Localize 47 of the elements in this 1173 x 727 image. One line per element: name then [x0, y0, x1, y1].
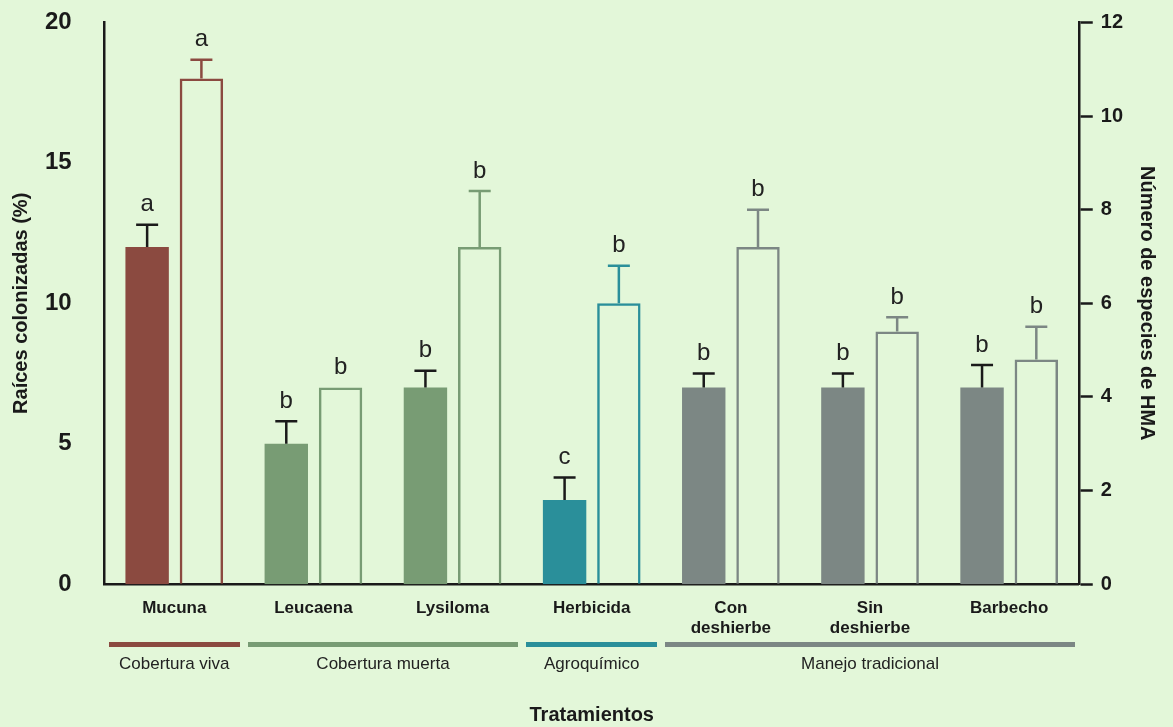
- y2-axis-title: Número de especies de HMA: [1137, 166, 1160, 441]
- bar: [125, 247, 169, 585]
- x-tick-label: Barbecho: [969, 598, 1049, 618]
- data-label: a: [140, 189, 155, 217]
- data-label: b: [697, 338, 711, 366]
- y2-tick-label: 12: [1100, 9, 1123, 32]
- data-label: b: [473, 155, 487, 183]
- y-axis-title: Raíces colonizadas (%): [8, 192, 31, 414]
- bar: [960, 387, 1004, 585]
- data-label: b: [333, 352, 348, 380]
- data-label: b: [418, 335, 433, 363]
- y2-tick-label: 8: [1100, 197, 1112, 220]
- bar: [682, 387, 726, 585]
- x-axis-title: Tratamientos: [529, 702, 654, 725]
- text: Agroquímico: [544, 654, 640, 675]
- text: Manejo tradicional: [801, 654, 939, 675]
- x-tick-label: Herbicida: [552, 598, 631, 618]
- bar: [542, 499, 587, 585]
- bar: [403, 387, 448, 585]
- y-tick-label: 10: [44, 287, 72, 315]
- x-tick-label: Leucaena: [274, 598, 354, 618]
- x-tick-label: Lysiloma: [416, 598, 490, 618]
- data-label: b: [890, 281, 904, 309]
- bar: [264, 443, 308, 585]
- text: Cobertura muerta: [316, 654, 450, 675]
- data-label: b: [279, 385, 293, 413]
- x-tick-label: Mucuna: [142, 598, 207, 618]
- y2-tick-label: 10: [1100, 103, 1123, 126]
- bar: [821, 387, 865, 585]
- x-tick-label: Sin deshierbe: [829, 598, 911, 638]
- y-tick-label: 0: [58, 568, 72, 596]
- y2-tick-label: 6: [1100, 290, 1112, 313]
- y2-tick-label: 4: [1100, 384, 1113, 407]
- data-label: a: [194, 24, 209, 52]
- x-tick-label: Con deshierbe: [690, 598, 772, 638]
- text: Cobertura viva: [118, 654, 230, 675]
- data-label: c: [558, 442, 571, 470]
- y-tick-label: 15: [44, 147, 72, 175]
- y2-tick-label: 2: [1100, 478, 1112, 501]
- data-label: b: [1029, 291, 1043, 319]
- y2-tick-label: 0: [1100, 571, 1112, 594]
- data-label: b: [836, 338, 850, 366]
- data-label: b: [975, 329, 989, 357]
- y-tick-label: 20: [44, 7, 72, 35]
- data-label: b: [751, 174, 765, 202]
- y-tick-label: 5: [58, 428, 72, 456]
- data-label: b: [612, 230, 626, 258]
